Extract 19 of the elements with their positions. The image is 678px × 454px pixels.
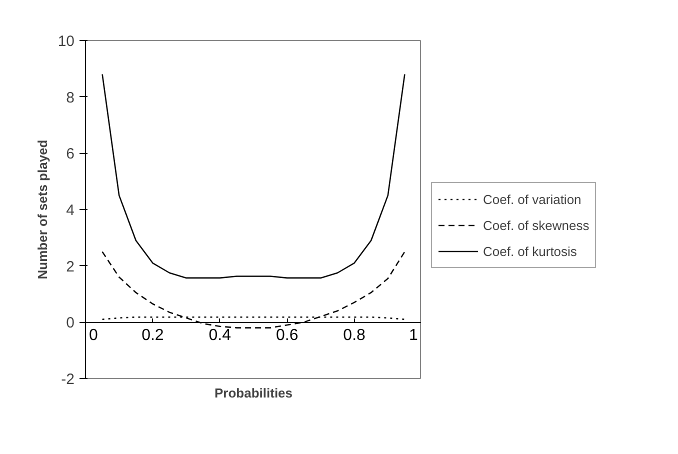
line-series <box>102 74 406 279</box>
legend-label: Coef. of variation <box>483 192 582 206</box>
x-tick-label: 1 <box>409 327 418 344</box>
x-tick-label: 0.6 <box>276 327 298 344</box>
x-axis-title: Probabilities <box>214 386 293 400</box>
legend-label: Coef. of skewness <box>483 218 590 232</box>
y-axis-title: Number of sets played <box>34 140 50 280</box>
y-tick-label: 2 <box>66 258 74 276</box>
y-tick-label: 8 <box>66 89 74 106</box>
y-tick-label: 0 <box>66 314 74 332</box>
legend-label: Coef. of kurtosis <box>483 244 577 258</box>
y-tick-label: 4 <box>66 202 74 219</box>
y-tick-label: -2 <box>61 371 75 388</box>
x-tick-label: 0 <box>89 327 98 344</box>
x-tick-label: 0.2 <box>142 327 164 344</box>
x-tick-label: 0.4 <box>208 327 232 344</box>
y-tick-label: 10 <box>58 33 75 50</box>
y-tick-label: 6 <box>66 146 74 163</box>
x-tick-label: 0.8 <box>343 327 366 344</box>
